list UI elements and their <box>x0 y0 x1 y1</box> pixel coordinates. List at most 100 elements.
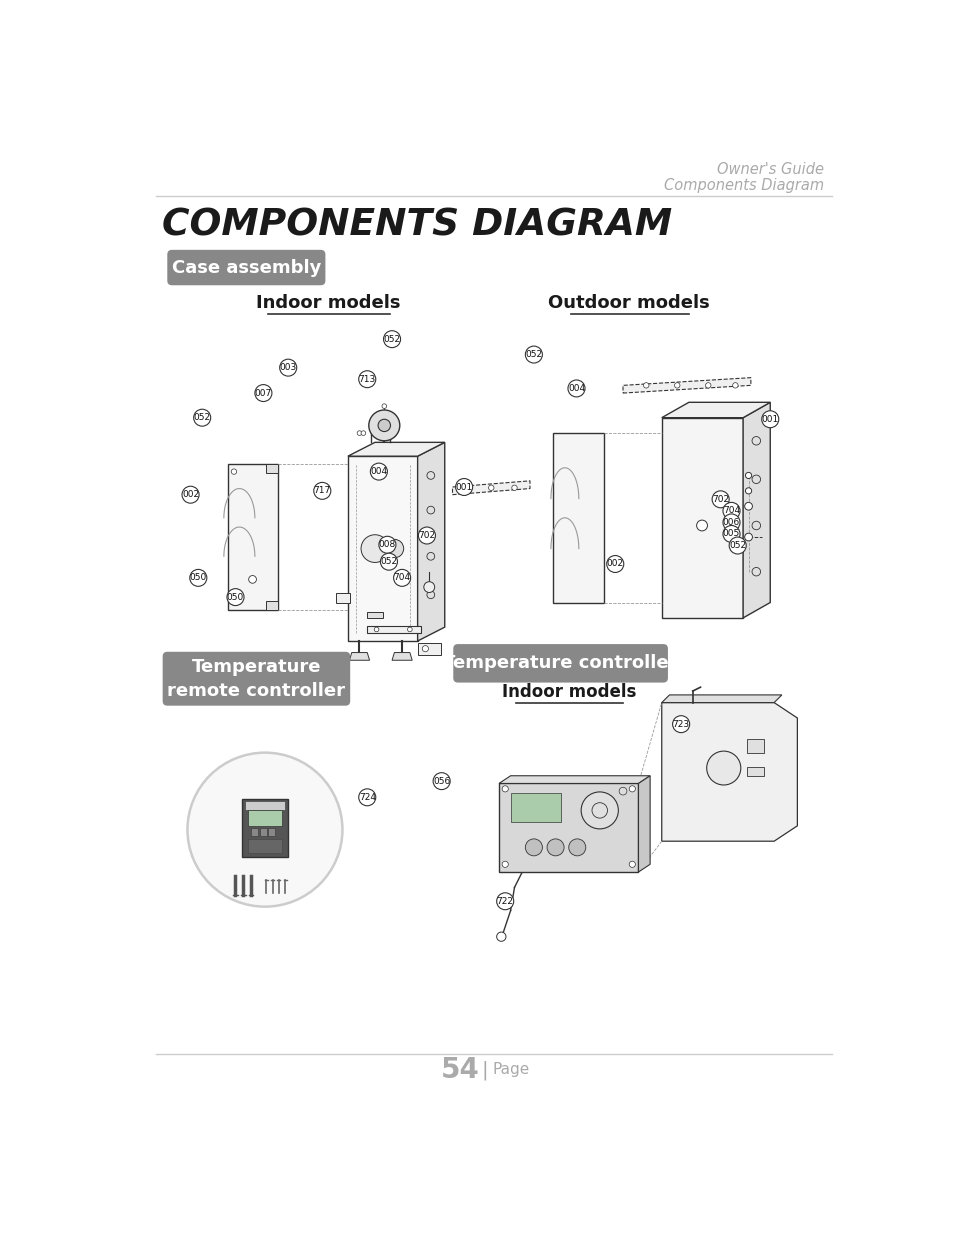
Circle shape <box>546 839 563 856</box>
Text: 001: 001 <box>760 415 778 424</box>
Circle shape <box>427 506 435 514</box>
Polygon shape <box>452 480 530 495</box>
Circle shape <box>231 600 236 605</box>
Text: 702: 702 <box>711 495 728 504</box>
Circle shape <box>751 436 760 445</box>
Circle shape <box>385 540 403 558</box>
Circle shape <box>254 384 272 401</box>
Circle shape <box>568 839 585 856</box>
Text: 724: 724 <box>358 793 375 802</box>
Text: COMPONENTS DIAGRAM: COMPONENTS DIAGRAM <box>162 207 672 243</box>
Text: Indoor models: Indoor models <box>501 683 636 701</box>
Circle shape <box>381 404 386 409</box>
Bar <box>248 839 282 852</box>
Circle shape <box>760 411 778 427</box>
Circle shape <box>497 893 513 910</box>
Circle shape <box>427 552 435 561</box>
Circle shape <box>567 380 584 396</box>
Circle shape <box>374 627 378 632</box>
Polygon shape <box>348 456 417 641</box>
Circle shape <box>525 346 542 363</box>
Polygon shape <box>349 652 369 661</box>
Text: 717: 717 <box>314 487 331 495</box>
Circle shape <box>722 503 740 520</box>
Text: Temperature controller: Temperature controller <box>443 655 678 672</box>
Text: 54: 54 <box>440 1056 479 1084</box>
Circle shape <box>525 839 542 856</box>
Bar <box>417 643 440 655</box>
Polygon shape <box>661 417 742 618</box>
Circle shape <box>501 861 508 867</box>
Circle shape <box>744 503 752 510</box>
Circle shape <box>732 383 738 388</box>
Circle shape <box>696 520 707 531</box>
Polygon shape <box>348 442 444 456</box>
Text: 001: 001 <box>455 483 473 492</box>
Circle shape <box>190 569 207 587</box>
Polygon shape <box>742 403 769 618</box>
Circle shape <box>728 537 745 555</box>
Circle shape <box>618 787 626 795</box>
Circle shape <box>751 475 760 484</box>
Text: 007: 007 <box>254 389 272 398</box>
Text: 052: 052 <box>380 557 397 566</box>
Bar <box>245 802 285 810</box>
Text: Case assembly: Case assembly <box>172 258 321 277</box>
Text: 702: 702 <box>418 531 435 540</box>
Circle shape <box>711 490 728 508</box>
Text: Owner's Guide: Owner's Guide <box>717 162 823 178</box>
Text: 050: 050 <box>190 573 207 583</box>
Circle shape <box>182 487 199 503</box>
Circle shape <box>187 752 342 906</box>
Circle shape <box>606 556 623 573</box>
Circle shape <box>193 409 211 426</box>
Circle shape <box>674 383 679 388</box>
Text: 008: 008 <box>378 540 395 550</box>
Circle shape <box>465 485 470 490</box>
Circle shape <box>279 359 296 377</box>
Bar <box>268 829 274 836</box>
Text: 052: 052 <box>193 414 211 422</box>
Bar <box>248 810 282 826</box>
Circle shape <box>643 383 648 388</box>
Bar <box>367 611 382 618</box>
Bar <box>259 829 266 836</box>
Text: Page: Page <box>493 1062 530 1077</box>
Circle shape <box>356 431 361 436</box>
Bar <box>335 593 350 603</box>
Text: 002: 002 <box>182 490 199 499</box>
Circle shape <box>722 514 740 531</box>
Text: |: | <box>481 1060 495 1079</box>
Text: Indoor models: Indoor models <box>256 294 400 312</box>
Circle shape <box>629 785 635 792</box>
Circle shape <box>378 536 395 553</box>
Circle shape <box>358 370 375 388</box>
Circle shape <box>433 773 450 789</box>
Text: 050: 050 <box>227 593 244 601</box>
Text: 704: 704 <box>394 573 410 583</box>
Circle shape <box>423 582 435 593</box>
Text: 003: 003 <box>279 363 296 372</box>
Bar <box>367 626 421 634</box>
Text: Outdoor models: Outdoor models <box>548 294 709 312</box>
Text: 004: 004 <box>370 467 387 477</box>
Polygon shape <box>417 442 444 641</box>
Text: 704: 704 <box>722 506 740 515</box>
Polygon shape <box>498 776 649 783</box>
Circle shape <box>751 567 760 576</box>
Text: 056: 056 <box>433 777 450 785</box>
Circle shape <box>722 526 740 542</box>
Circle shape <box>744 472 751 478</box>
Circle shape <box>706 751 740 785</box>
Polygon shape <box>228 464 278 610</box>
Circle shape <box>370 463 387 480</box>
Text: 713: 713 <box>358 374 375 384</box>
Circle shape <box>383 331 400 347</box>
Circle shape <box>407 627 412 632</box>
Text: 052: 052 <box>383 335 400 343</box>
Circle shape <box>360 535 389 562</box>
Circle shape <box>227 589 244 605</box>
Circle shape <box>427 592 435 599</box>
Circle shape <box>249 576 256 583</box>
Polygon shape <box>638 776 649 872</box>
